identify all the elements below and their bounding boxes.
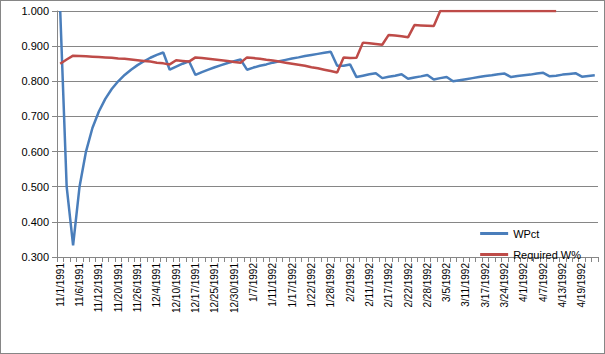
svg-text:12/4/1991: 12/4/1991 (151, 263, 162, 308)
svg-text:12/17/1991: 12/17/1991 (190, 263, 201, 313)
svg-text:3/17/1992: 3/17/1992 (480, 263, 491, 308)
svg-text:3/11/1992: 3/11/1992 (460, 263, 471, 307)
svg-text:12/25/1991: 12/25/1991 (209, 263, 220, 313)
svg-text:4/19/1992: 4/19/1992 (576, 263, 587, 308)
svg-text:11/20/1991: 11/20/1991 (113, 263, 124, 313)
svg-text:1/17/1992: 1/17/1992 (287, 263, 298, 308)
svg-text:4/1/1992: 4/1/1992 (518, 263, 529, 302)
svg-text:2/17/1992: 2/17/1992 (383, 263, 394, 308)
svg-text:11/6/1991: 11/6/1991 (74, 263, 85, 307)
svg-text:11/26/1991: 11/26/1991 (132, 263, 143, 313)
svg-text:12/30/1991: 12/30/1991 (229, 263, 240, 313)
svg-text:2/22/1992: 2/22/1992 (403, 263, 414, 308)
svg-text:2/2/1992: 2/2/1992 (345, 263, 356, 302)
svg-text:2/11/1992: 2/11/1992 (364, 263, 375, 307)
svg-text:11/1/1991: 11/1/1991 (55, 263, 66, 307)
svg-text:1/11/1992: 1/11/1992 (267, 263, 278, 307)
svg-text:3/5/1992: 3/5/1992 (441, 263, 452, 302)
svg-text:1/22/1992: 1/22/1992 (306, 263, 317, 308)
svg-text:4/13/1992: 4/13/1992 (557, 263, 568, 308)
svg-text:WPct: WPct (513, 228, 539, 240)
svg-text:0.500: 0.500 (21, 181, 49, 193)
svg-text:3/24/1992: 3/24/1992 (499, 263, 510, 308)
svg-text:4/7/1992: 4/7/1992 (538, 263, 549, 302)
svg-text:11/12/1991: 11/12/1991 (93, 263, 104, 313)
svg-text:0.800: 0.800 (21, 75, 49, 87)
svg-text:Required W%: Required W% (513, 249, 581, 261)
svg-text:1/28/1992: 1/28/1992 (325, 263, 336, 308)
svg-text:0.700: 0.700 (21, 110, 49, 122)
svg-text:1.000: 1.000 (21, 5, 49, 17)
svg-text:0.600: 0.600 (21, 146, 49, 158)
svg-text:2/28/1992: 2/28/1992 (422, 263, 433, 308)
svg-text:12/10/1991: 12/10/1991 (171, 263, 182, 313)
svg-text:1/7/1992: 1/7/1992 (248, 263, 259, 302)
svg-text:0.900: 0.900 (21, 40, 49, 52)
svg-text:0.300: 0.300 (21, 251, 49, 263)
svg-text:0.400: 0.400 (21, 216, 49, 228)
